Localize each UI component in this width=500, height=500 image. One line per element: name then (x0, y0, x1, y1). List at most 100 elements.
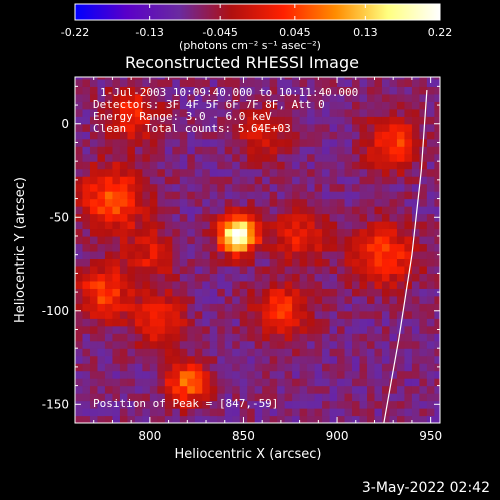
heatmap-cell (142, 258, 151, 267)
heatmap-cell (224, 280, 233, 289)
heatmap-cell (149, 280, 158, 289)
heatmap-cell (299, 318, 308, 327)
heatmap-cell (277, 183, 286, 192)
heatmap-cell (262, 333, 271, 342)
heatmap-cell (127, 273, 136, 282)
heatmap-cell (389, 146, 398, 155)
heatmap-cell (224, 400, 233, 409)
heatmap-cell (187, 250, 196, 260)
heatmap-cell (209, 146, 218, 155)
heatmap-cell (247, 138, 256, 147)
heatmap-cell (434, 370, 440, 379)
heatmap-cell (142, 370, 151, 379)
heatmap-cell (179, 325, 188, 334)
heatmap-cell (284, 318, 293, 327)
heatmap-cell (434, 280, 440, 289)
heatmap-cell (164, 393, 173, 402)
heatmap-cell (367, 318, 376, 327)
heatmap-cell (419, 258, 428, 267)
heatmap-cell (119, 355, 129, 364)
heatmap-cell (104, 340, 114, 349)
heatmap-cell (89, 86, 99, 95)
heatmap-cell (232, 146, 241, 155)
heatmap-cell (359, 400, 368, 409)
heatmap-cell (344, 146, 353, 155)
heatmap-cell (404, 348, 413, 357)
heatmap-cell (337, 280, 346, 289)
heatmap-cell (262, 348, 271, 357)
heatmap-cell (127, 348, 136, 357)
heatmap-cell (142, 221, 151, 230)
heatmap-cell (104, 123, 114, 132)
heatmap-cell (224, 228, 233, 237)
heatmap-cell (404, 116, 413, 125)
heatmap-cell (247, 400, 256, 409)
heatmap-cell (97, 176, 106, 185)
colorbar-ticks: -0.22 -0.13 -0.045 0.045 0.13 0.22 (61, 4, 452, 39)
heatmap-cell (254, 206, 263, 215)
heatmap-cell (404, 176, 413, 185)
heatmap-cell (239, 303, 248, 312)
heatmap-cell (367, 116, 376, 125)
heatmap-cell (172, 101, 181, 110)
heatmap-cell (112, 310, 121, 319)
heatmap-cell (277, 348, 286, 357)
heatmap-cell (254, 393, 263, 402)
heatmap-cell (329, 161, 338, 170)
heatmap-cell (179, 77, 188, 80)
heatmap-cell (262, 108, 271, 117)
heatmap-cell (359, 415, 368, 423)
heatmap-cell (247, 280, 256, 289)
heatmap-cell (292, 295, 301, 304)
heatmap-cell (404, 78, 413, 87)
heatmap-cell (359, 183, 368, 192)
heatmap-cell (187, 280, 196, 289)
heatmap-cell (337, 393, 346, 402)
heatmap-cell (367, 86, 376, 95)
heatmap-cell (299, 280, 308, 289)
heatmap-cell (127, 378, 136, 387)
heatmap-cell (344, 295, 353, 304)
heatmap-cell (329, 146, 338, 155)
heatmap-cell (119, 415, 129, 423)
heatmap-cell (322, 250, 331, 260)
heatmap-cell (419, 370, 428, 379)
heatmap-cell (299, 295, 308, 304)
heatmap-cell (224, 101, 233, 110)
heatmap-cell (224, 138, 233, 147)
heatmap-cell (389, 221, 398, 230)
heatmap-cell (142, 378, 151, 387)
heatmap-cell (344, 385, 353, 394)
heatmap-cell (269, 280, 278, 289)
heatmap-cell (359, 250, 368, 260)
x-axis-label: Heliocentric X (arcsec) (175, 447, 322, 462)
heatmap-cell (419, 265, 428, 274)
heatmap-cell (194, 295, 203, 304)
heatmap-cell (299, 250, 308, 260)
heatmap-cell (389, 340, 398, 349)
heatmap-cell (112, 363, 121, 372)
heatmap-cell (374, 146, 383, 155)
heatmap-cell (157, 363, 166, 372)
annotation-total-counts: Total counts: 5.64E+03 (145, 122, 291, 135)
heatmap-cell (187, 295, 196, 304)
heatmap-cell (97, 116, 106, 125)
heatmap-cell (232, 161, 241, 170)
heatmap-cell (187, 378, 196, 387)
heatmap-cell (426, 93, 435, 102)
heatmap-cell (396, 363, 406, 372)
heatmap-cell (232, 393, 241, 402)
heatmap-cell (179, 265, 188, 274)
heatmap-cell (352, 363, 361, 372)
heatmap-cell (89, 318, 99, 327)
heatmap-cell (82, 161, 91, 170)
heatmap-cell (187, 400, 196, 409)
heatmap-cell (224, 318, 233, 327)
heatmap-cell (119, 363, 129, 372)
heatmap-cell (142, 355, 151, 364)
heatmap-cell (187, 191, 196, 200)
heatmap-cell (411, 176, 421, 185)
heatmap-cell (284, 280, 293, 289)
heatmap-cell (254, 385, 263, 394)
